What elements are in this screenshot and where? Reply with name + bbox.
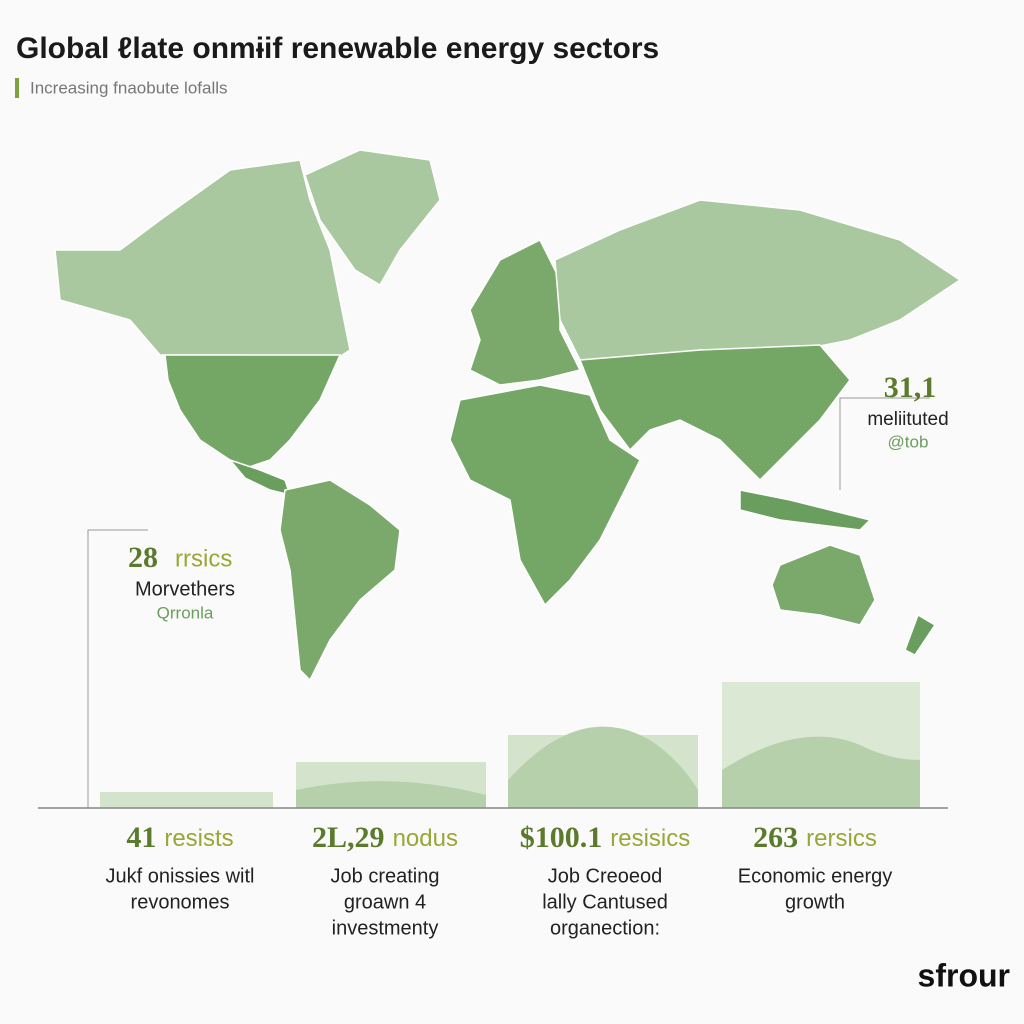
callout-left: 28 rrsics Morvethers Qrronla [87, 529, 235, 808]
title: Global ℓlate onmɨif renewable energy sec… [16, 32, 659, 65]
callout-note: @tob [888, 432, 929, 451]
callout-right: 31,1 meliituted @tob [839, 371, 949, 490]
new-zealand [904, 613, 937, 656]
stats: 41 resists Jukf onissies witl revonomes 2L,2… [106, 821, 893, 939]
callout-line [839, 397, 930, 490]
stat-label: growth [785, 891, 845, 913]
stat-heading: 2L,29 nodus [312, 821, 458, 854]
callout-line [87, 529, 148, 808]
area-wave [296, 781, 486, 808]
stat-unit: resisics [610, 825, 690, 852]
stat-label: lally Cantused [542, 891, 668, 913]
stat-label: groawn 4 [344, 891, 426, 913]
stat-label: investmenty [332, 917, 439, 939]
area-wave [508, 726, 698, 808]
subtitle-marker [15, 78, 19, 98]
stat-unit: resists [164, 825, 233, 852]
stat-number: 2L,29 [312, 821, 385, 854]
africa [449, 384, 641, 607]
callout-note: Qrronla [157, 603, 214, 622]
stat-unit: rersics [806, 825, 877, 852]
stat-label: Jukf onissies witl [106, 865, 255, 887]
stat-label: organection: [550, 917, 660, 939]
decorative-areas [38, 682, 948, 809]
stat-heading: 263 rersics [753, 821, 877, 854]
callout-unit: rrsics [175, 545, 232, 572]
greenland [304, 149, 441, 287]
stat-label: Job creating [331, 865, 440, 887]
stat-heading: $100.1 resisics [520, 821, 691, 854]
stat-label: Economic energy [738, 865, 893, 887]
stat-label: Job Creoeod [548, 865, 663, 887]
australia [771, 544, 876, 626]
stat-heading: 41 resists [126, 821, 233, 854]
stat-unit: nodus [393, 825, 458, 852]
stat-number: 41 [126, 821, 156, 854]
area-wave [722, 736, 920, 808]
stat-number: $100.1 [520, 821, 603, 854]
south-america [279, 479, 401, 682]
logo: sfrour [918, 957, 1010, 993]
world-map [54, 149, 962, 682]
europe [469, 238, 582, 386]
stat-number: 263 [753, 821, 798, 854]
indonesia [739, 489, 872, 531]
callout-label: Morvethers [135, 578, 235, 600]
stat-label: revonomes [131, 891, 230, 913]
area-panel [100, 792, 273, 808]
asia [578, 344, 851, 482]
callout-number: 31,1 [884, 371, 937, 404]
callout-number: 28 [128, 541, 158, 574]
callout-label: meliituted [867, 409, 948, 430]
subtitle: Increasing fnaobute lofalls [30, 78, 228, 97]
